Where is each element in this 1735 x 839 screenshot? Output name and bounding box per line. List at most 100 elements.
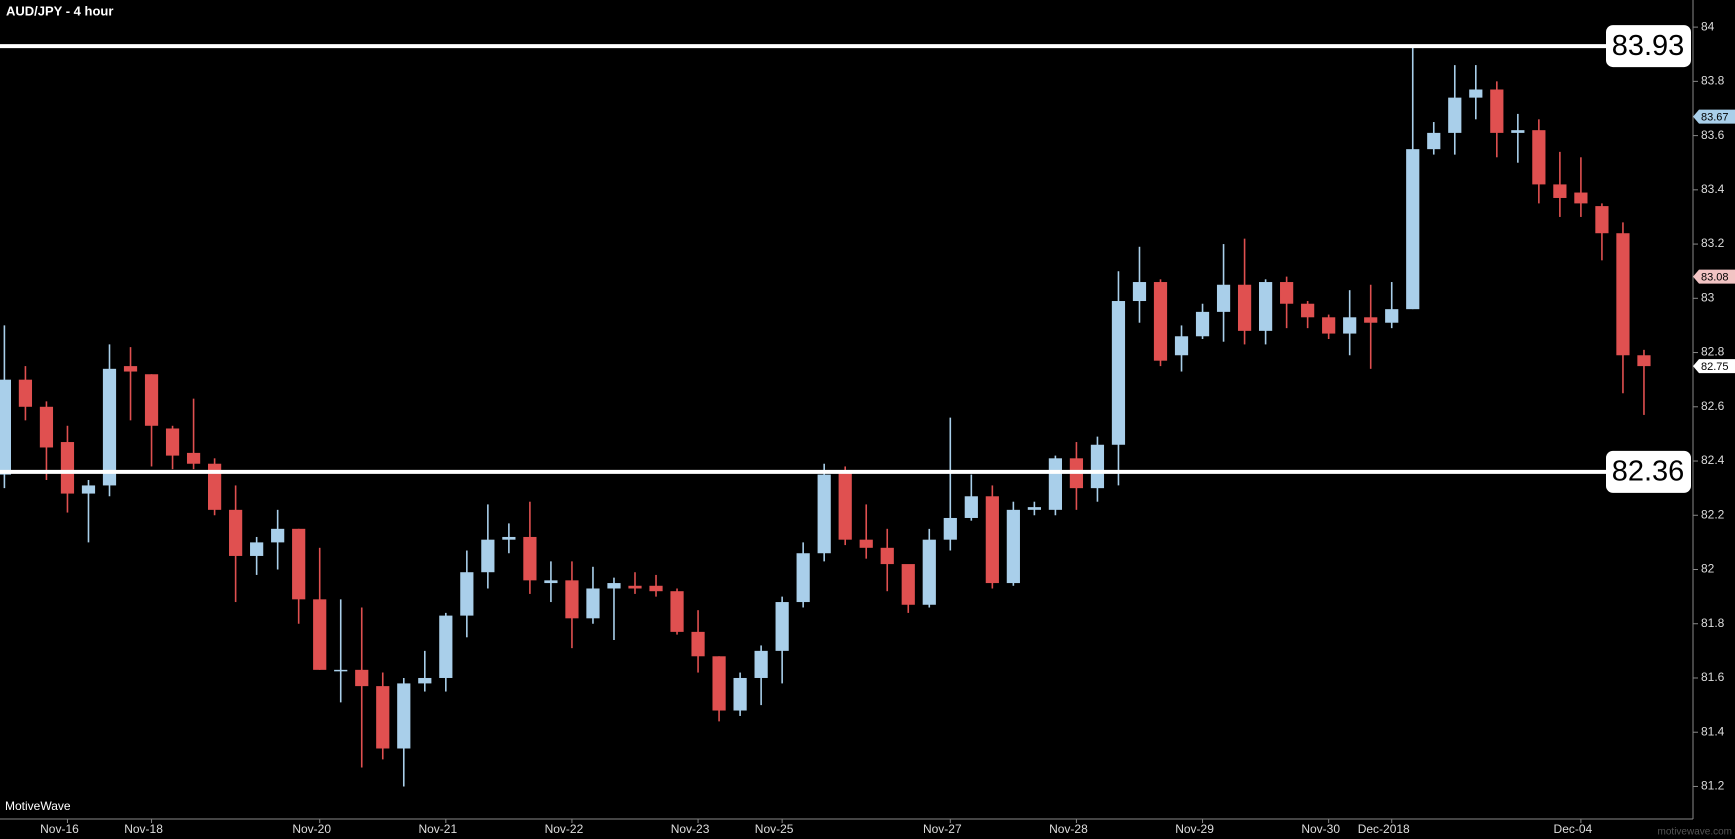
candle-body <box>649 585 663 592</box>
price-tag <box>1693 109 1735 124</box>
candle-body <box>1616 233 1630 356</box>
candle-body <box>208 463 222 510</box>
candle-body <box>1027 507 1041 510</box>
candle-body <box>439 615 453 678</box>
candle-body <box>376 686 390 749</box>
candle-body <box>1385 309 1399 323</box>
price-tag-label: 82.75 <box>1701 361 1729 373</box>
x-tick-label: Nov-29 <box>1175 822 1214 836</box>
candle-body <box>964 496 978 518</box>
price-tag <box>1693 269 1735 284</box>
candle-body <box>628 585 642 589</box>
candle-body <box>1280 282 1294 304</box>
x-tick-label: Nov-21 <box>418 822 457 836</box>
y-tick-label: 83.8 <box>1701 74 1725 88</box>
y-tick-label: 83.4 <box>1701 182 1725 196</box>
candle-body <box>18 379 33 407</box>
candle-body <box>144 374 159 426</box>
y-tick-label: 81.8 <box>1701 616 1725 630</box>
candle-body <box>60 442 75 494</box>
candle-body <box>123 366 138 372</box>
candle-body <box>313 599 327 670</box>
level-label: 83.93 <box>1612 30 1685 62</box>
candle-body <box>1006 509 1020 584</box>
x-tick-label: Nov-16 <box>40 822 79 836</box>
x-tick-label: Nov-23 <box>671 822 710 836</box>
candle-body <box>1364 317 1378 323</box>
candle-body <box>1153 282 1168 361</box>
credit: motivewave.com <box>1658 827 1732 838</box>
candle-body <box>1574 192 1588 204</box>
x-tick-label: Nov-28 <box>1049 822 1088 836</box>
candle-body <box>607 583 621 589</box>
y-tick-label: 82.2 <box>1701 507 1725 521</box>
x-tick-label: Dec-04 <box>1554 822 1593 836</box>
candle-body <box>81 485 96 494</box>
candle-body <box>229 509 243 556</box>
candle-body <box>460 572 474 616</box>
x-tick-label: Nov-22 <box>545 822 584 836</box>
x-tick-label: Nov-18 <box>124 822 163 836</box>
y-tick-label: 81.6 <box>1701 670 1725 684</box>
candle-body <box>1132 282 1147 302</box>
candle-body <box>565 580 579 619</box>
y-tick-label: 82.4 <box>1701 453 1725 467</box>
candle-body <box>1490 89 1504 133</box>
candle-body <box>397 683 411 749</box>
candle-body <box>817 474 831 554</box>
candle-body <box>670 591 684 632</box>
candle-body <box>1553 184 1567 198</box>
candle-body <box>334 669 348 672</box>
candle-body <box>481 539 495 573</box>
candle-body <box>901 564 915 605</box>
candle-body <box>39 406 54 448</box>
y-tick-label: 82 <box>1701 562 1715 576</box>
candle-body <box>1469 89 1483 98</box>
candle-body <box>586 588 600 619</box>
candle-body <box>544 580 558 584</box>
candle-body <box>1427 132 1441 150</box>
candle-body <box>1195 311 1210 337</box>
price-tag-label: 83.08 <box>1701 272 1729 284</box>
chart-title: AUD/JPY - 4 hour <box>6 3 113 18</box>
x-tick-label: Dec-2018 <box>1358 822 1410 836</box>
price-tag-label: 83.67 <box>1701 112 1729 124</box>
candle-body <box>691 631 705 657</box>
candle-body <box>1174 336 1189 356</box>
candle-body <box>1343 317 1357 334</box>
candle-body <box>1637 355 1651 367</box>
candle-body <box>922 539 936 605</box>
y-tick-label: 81.4 <box>1701 724 1725 738</box>
y-tick-label: 83.6 <box>1701 128 1725 142</box>
price-tag <box>1693 359 1735 374</box>
candle-body <box>1301 303 1315 318</box>
x-tick-label: Nov-20 <box>292 822 331 836</box>
candle-body <box>754 650 768 678</box>
candle-body <box>186 452 201 464</box>
candle-body <box>733 677 747 711</box>
candle-body <box>880 547 894 565</box>
level-label: 82.36 <box>1612 456 1685 488</box>
candle-body <box>523 536 537 581</box>
candle-body <box>1448 97 1462 133</box>
watermark: MotiveWave <box>5 799 71 813</box>
candle-body <box>712 656 726 711</box>
y-tick-label: 83 <box>1701 290 1715 304</box>
level-box <box>1606 450 1691 493</box>
candle-body <box>796 553 810 603</box>
candle-body <box>1322 317 1336 334</box>
candle-body <box>1216 284 1231 312</box>
candle-body <box>165 428 180 456</box>
candle-body <box>418 677 432 684</box>
candle-body <box>1511 130 1525 133</box>
candle-body <box>0 379 11 475</box>
candle-body <box>985 496 999 584</box>
candle-body <box>502 536 516 540</box>
x-tick-label: Nov-27 <box>923 822 962 836</box>
y-tick-label: 84 <box>1701 19 1715 33</box>
candle-body <box>102 368 117 486</box>
candle-body <box>775 602 789 651</box>
candle-body <box>355 669 369 687</box>
